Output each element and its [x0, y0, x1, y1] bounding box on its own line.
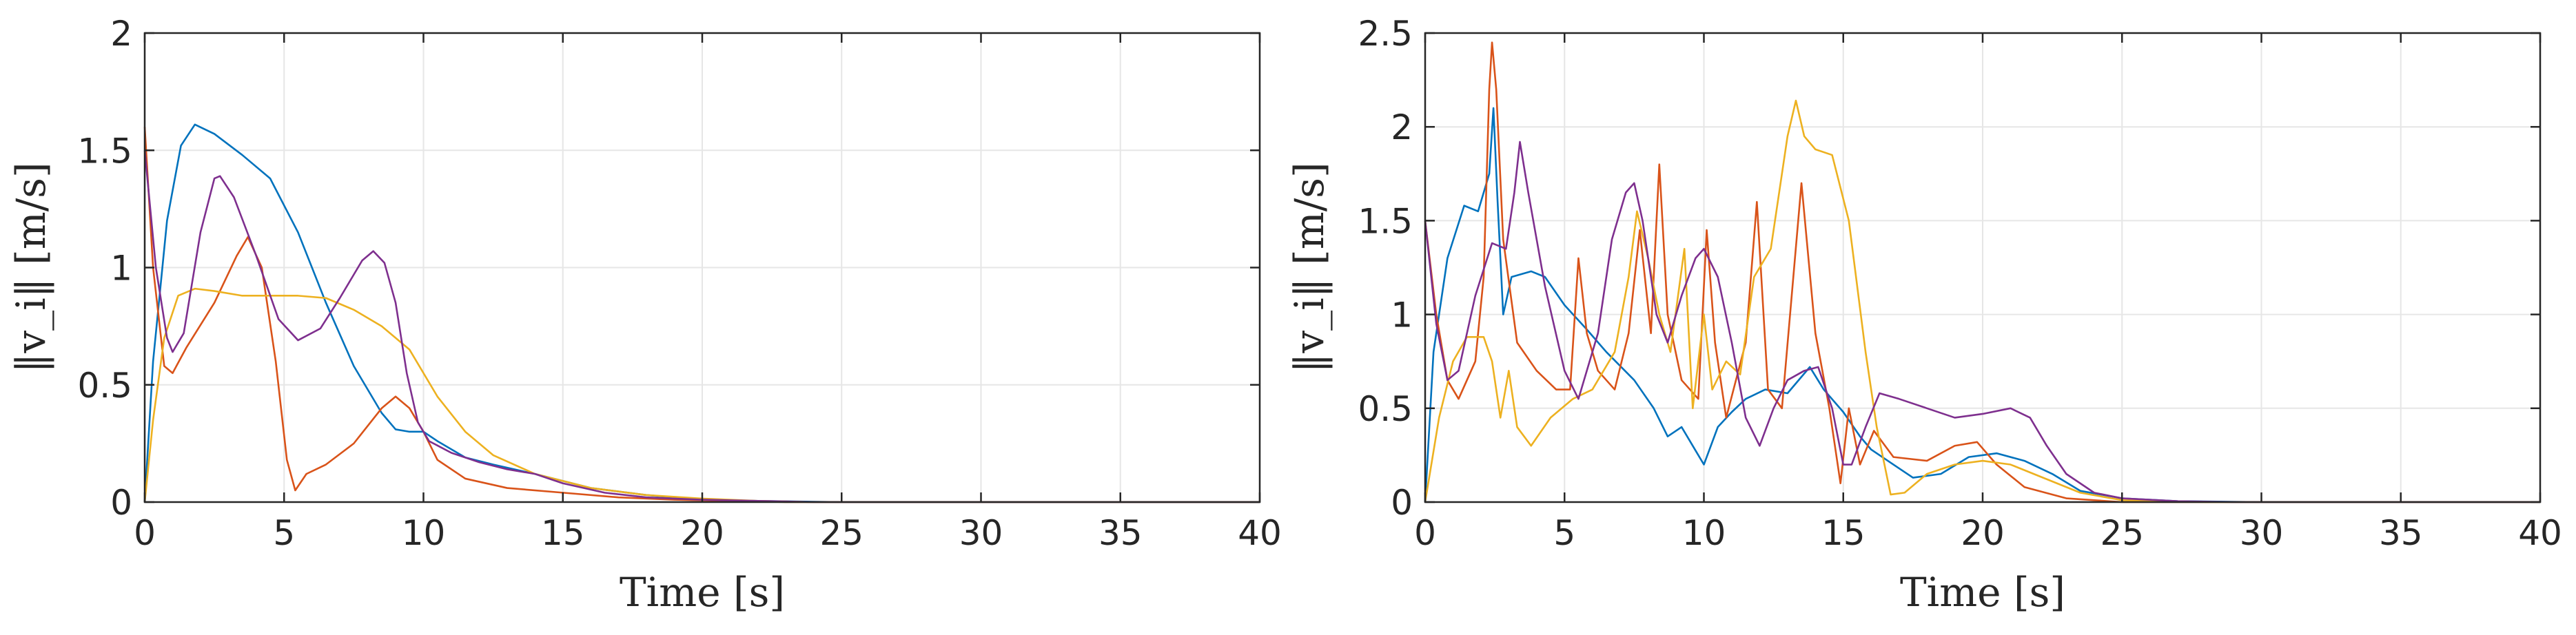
left-chart-panel: 0 5 10 15 20 25 30 35 40 0 0.5 1 1.5 2 Time [s] ‖v_i‖ […: [8, 14, 1282, 616]
x-tick-label: 30: [2240, 513, 2284, 553]
y-tick-label: 0.5: [1358, 389, 1413, 429]
y-axis-label: ‖v_i‖ [m/s]: [1286, 162, 1333, 373]
series-line-3: [143, 287, 1260, 503]
x-tick-label: 25: [819, 513, 863, 553]
x-tick-label: 0: [134, 513, 156, 553]
x-tick-label: 35: [1098, 513, 1143, 553]
series-line-3: [1424, 99, 2540, 503]
x-tick-label: 35: [2379, 513, 2423, 553]
y-tick-label: 2: [110, 14, 132, 54]
right-chart-panel: 0 5 10 15 20 25 30 35 40 0 0.5 1 1.5 2 2.5 Time [s] ‖v_i…: [1286, 14, 2562, 616]
x-tick-label: 30: [959, 513, 1003, 553]
series-line-4: [143, 150, 1260, 503]
x-tick-label: 10: [402, 513, 446, 553]
y-tick-label: 0.5: [77, 366, 132, 406]
x-axis-label: Time [s]: [1900, 569, 2065, 616]
x-tick-label: 25: [2100, 513, 2144, 553]
x-tick-label: 20: [680, 513, 724, 553]
series-line-2: [143, 127, 1260, 503]
x-tick-label: 0: [1414, 513, 1436, 553]
x-tick-label: 15: [1821, 513, 1865, 553]
series-line-2: [1424, 41, 2540, 503]
y-tick-label: 0: [110, 483, 132, 523]
y-tick-label: 2.5: [1358, 14, 1413, 54]
x-tick-label: 5: [273, 513, 295, 553]
x-tick-label: 40: [2518, 513, 2562, 553]
series-line-1: [1424, 107, 2540, 503]
x-tick-label: 15: [541, 513, 585, 553]
series-line-4: [1424, 140, 2540, 503]
y-tick-label: 2: [1391, 107, 1413, 147]
y-tick-label: 1: [110, 249, 132, 289]
x-tick-label: 5: [1553, 513, 1575, 553]
y-tick-label: 1.5: [77, 131, 132, 171]
y-axis-label: ‖v_i‖ [m/s]: [8, 162, 54, 373]
y-tick-label: 0: [1391, 483, 1413, 523]
x-axis-label: Time [s]: [620, 569, 785, 616]
x-tick-label: 40: [1238, 513, 1282, 553]
y-tick-label: 1.5: [1358, 201, 1413, 241]
x-tick-label: 20: [1961, 513, 2005, 553]
y-tick-label: 1: [1391, 295, 1413, 335]
x-tick-label: 10: [1682, 513, 1726, 553]
